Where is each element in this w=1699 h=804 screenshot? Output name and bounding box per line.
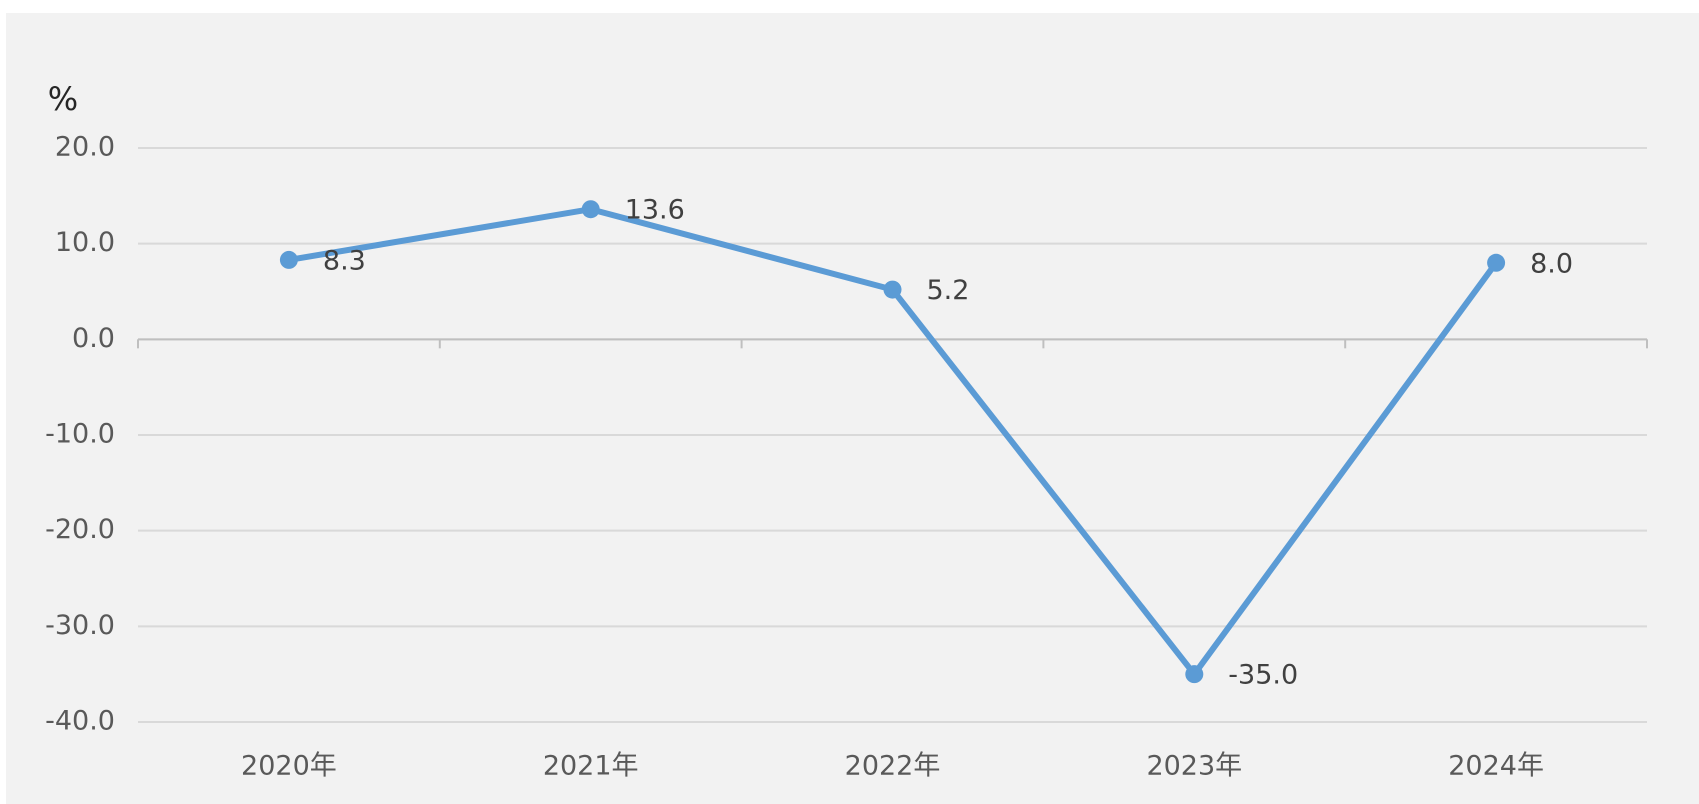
x-tick-label: 2020年 [241,751,337,782]
data-label: 8.0 [1530,248,1573,279]
x-tick-label: 2022年 [845,751,941,782]
x-tick-label: 2021年 [543,751,639,782]
data-label: 5.2 [927,275,970,306]
x-tick-label: 2024年 [1448,751,1544,782]
data-label: -35.0 [1228,660,1298,691]
y-unit-label: % [48,80,78,118]
y-tick-label: -40.0 [45,706,115,737]
y-tick-label: 20.0 [55,132,115,163]
point [279,250,298,269]
data-label: 8.3 [323,245,366,276]
y-tick-label: 0.0 [72,323,115,354]
y-tick-label: 10.0 [55,227,115,258]
y-tick-label: -30.0 [45,610,115,641]
chart-background [6,13,1699,804]
point [1487,253,1506,272]
y-tick-label: -20.0 [45,514,115,545]
data-label: 13.6 [625,195,685,226]
x-tick-label: 2023年 [1146,751,1242,782]
point [581,200,600,219]
y-tick-label: -10.0 [45,419,115,450]
point [1185,665,1204,684]
point [883,280,902,299]
